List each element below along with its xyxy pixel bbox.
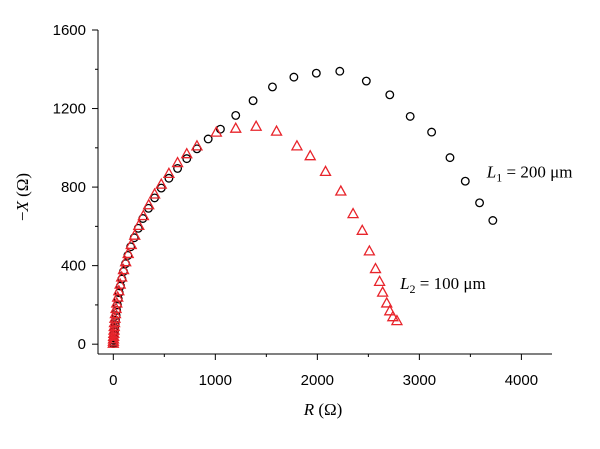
- triangle-point: [142, 198, 155, 210]
- triangle-point: [190, 139, 204, 151]
- circle-point: [445, 153, 455, 163]
- triangle-point: [346, 207, 360, 219]
- triangle-point: [383, 304, 396, 316]
- triangle-point: [386, 310, 399, 322]
- annotations: L1 = 200 μm L2 = 100 μm: [399, 162, 572, 296]
- triangle-point: [114, 277, 127, 289]
- triangle-point: [162, 167, 176, 178]
- y-tick-label-800: 800: [61, 179, 86, 196]
- circle-point: [475, 198, 485, 208]
- triangle-point: [270, 124, 283, 136]
- circle-point: [427, 127, 437, 137]
- triangle-point: [112, 284, 125, 296]
- y-axis-label: −X (Ω): [13, 173, 32, 221]
- triangle-point: [132, 219, 145, 231]
- circle-point: [182, 154, 192, 164]
- x-tick-label-2000: 2000: [301, 372, 334, 389]
- triangle-point: [107, 327, 120, 339]
- circle-point: [173, 163, 183, 173]
- triangle-point: [210, 125, 223, 137]
- circle-point: [268, 82, 277, 92]
- circle-point: [231, 110, 241, 120]
- circle-point: [385, 90, 395, 100]
- triangle-point: [304, 149, 317, 161]
- triangle-point: [137, 209, 150, 221]
- circle-point: [311, 68, 321, 78]
- triangle-point: [363, 244, 376, 256]
- triangle-point: [290, 139, 304, 151]
- circle-point: [361, 76, 371, 86]
- circle-point: [215, 124, 225, 134]
- triangle-point: [119, 255, 132, 267]
- circle-point: [405, 111, 415, 121]
- triangle-point: [319, 165, 332, 177]
- annotation-1: L1 = 200 μm: [486, 162, 573, 184]
- triangle-point: [125, 238, 138, 250]
- triangle-point: [229, 121, 242, 133]
- x-axis-label: R (Ω): [303, 400, 343, 419]
- x-tick-label-0: 0: [109, 372, 117, 389]
- axis-ticks: 0 400 800 1200 1600 0 1000 2000 3000 4000: [53, 22, 538, 389]
- circle-point: [164, 173, 174, 183]
- triangle-point: [107, 329, 120, 341]
- axes: [97, 30, 552, 355]
- triangle-point: [110, 296, 123, 308]
- circle-point: [460, 176, 470, 186]
- y-tick-label-400: 400: [61, 258, 86, 275]
- triangle-point: [369, 262, 382, 274]
- annotation-2: L2 = 100 μm: [399, 274, 486, 296]
- triangle-point: [122, 247, 135, 259]
- series-1: [108, 66, 498, 349]
- triangle-point: [128, 228, 141, 240]
- triangle-point: [180, 147, 193, 159]
- triangle-point: [148, 187, 161, 199]
- x-tick-label-4000: 4000: [505, 372, 538, 389]
- triangle-point: [390, 314, 404, 326]
- triangle-point: [356, 223, 369, 235]
- triangle-point: [107, 323, 121, 335]
- y-tick-label-1200: 1200: [53, 101, 86, 118]
- circle-point: [203, 134, 213, 144]
- triangle-point: [334, 184, 347, 196]
- triangle-point: [109, 302, 123, 314]
- data-series: [107, 66, 498, 349]
- x-tick-label-3000: 3000: [403, 372, 436, 389]
- triangle-point: [115, 270, 128, 282]
- triangle-point: [373, 275, 386, 286]
- y-tick-label-1600: 1600: [53, 22, 86, 39]
- triangle-point: [117, 263, 130, 275]
- circle-point: [248, 96, 258, 106]
- triangle-point: [111, 290, 124, 302]
- triangle-point: [107, 332, 120, 344]
- triangle-point: [380, 296, 393, 308]
- x-tick-label-1000: 1000: [199, 372, 232, 389]
- triangle-point: [376, 285, 389, 297]
- y-tick-label-0: 0: [78, 336, 86, 353]
- axis-labels: R (Ω) −X (Ω): [13, 173, 342, 419]
- circle-point: [488, 216, 498, 225]
- series-2: [107, 119, 404, 348]
- circle-point: [289, 72, 299, 82]
- circle-point: [335, 66, 345, 76]
- triangle-point: [155, 177, 168, 189]
- triangle-point: [171, 156, 184, 168]
- triangle-point: [250, 119, 263, 131]
